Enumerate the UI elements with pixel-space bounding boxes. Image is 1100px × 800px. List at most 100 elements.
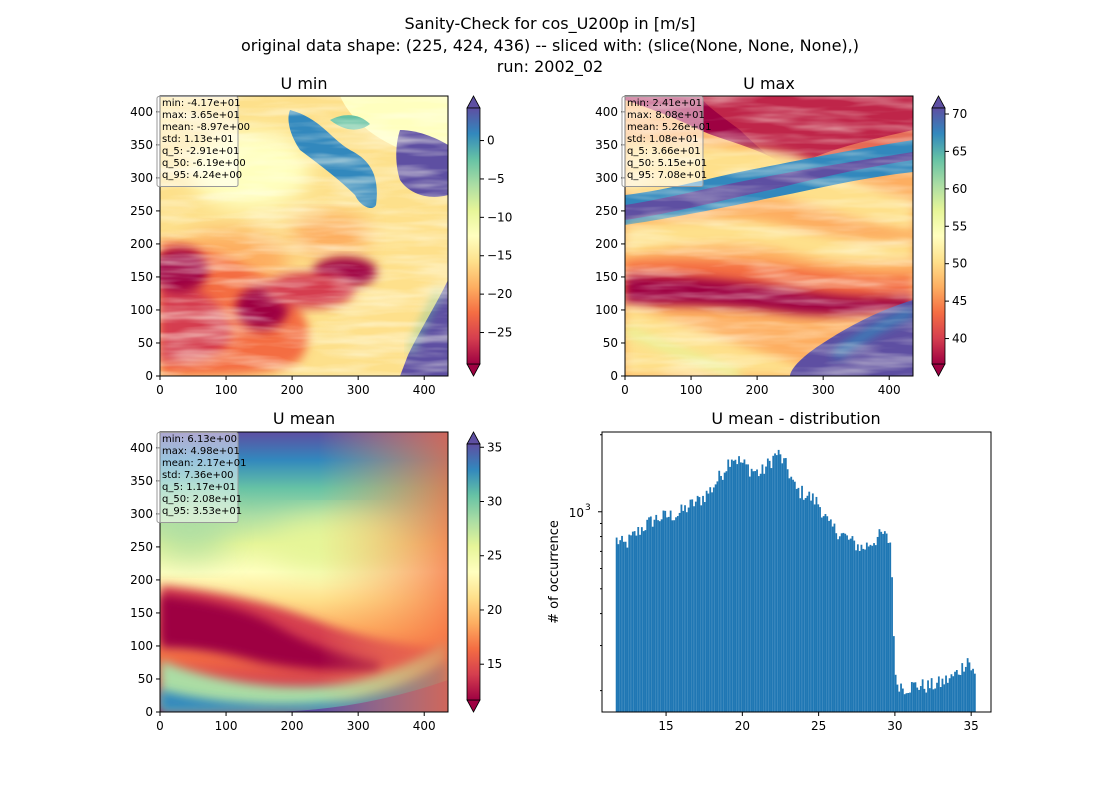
y-tick-label: 200 [130,237,153,251]
histogram-bar [959,674,962,712]
histogram-axes-frame [601,431,992,713]
y-tick-label: 200 [595,237,618,251]
histogram-bar [693,506,695,712]
colorbar-tick-label: 20 [487,603,502,617]
y-tick-label: 350 [130,138,153,152]
histogram-bar [941,678,944,712]
histogram-bar [741,462,744,712]
histogram-bar [761,464,764,712]
colorbar-gradient [931,107,946,365]
histogram-bar [685,512,688,712]
histogram-bar [712,487,715,712]
x-tick-label: 400 [413,383,436,397]
u-mean-title: U mean [273,409,335,428]
x-tick-label: 20 [735,719,750,733]
y-tick-label: 100 [130,639,153,653]
histogram-bar [662,510,665,712]
histogram-bar [747,464,749,712]
histogram-bar [694,501,697,712]
y-tick-label: 100 [595,303,618,317]
stats-line: max: 3.65e+01 [162,110,240,121]
histogram-bar [707,493,710,712]
histogram-bar [624,541,627,712]
y-tick-label: 250 [130,204,153,218]
histogram-bar [883,531,886,712]
histogram-bar [835,533,838,712]
histogram-bar [680,504,683,712]
colorbar-tick-label: 35 [487,440,502,454]
colorbar-gradient [466,443,481,701]
stats-box-background [156,96,239,187]
histogram-bar [894,674,897,712]
histogram-bar [770,468,773,712]
stats-line: mean: 5.26e+01 [627,122,711,133]
histogram-bar [867,546,870,712]
histogram-bar [734,459,737,712]
colorbar-tick-label: −20 [487,287,512,301]
stats-line: max: 8.08e+01 [627,110,705,121]
histogram-bar [795,488,798,712]
x-tick-label: 0 [621,383,629,397]
panel-u-mean-distribution: U mean - distribution 15 20 25 30 35 10 3 # of… [547,409,992,733]
histogram-bar [862,548,865,712]
histogram-bar [748,476,751,712]
x-tick-label: 15 [658,719,673,733]
histogram-bar [745,464,748,712]
histogram-bar [860,544,863,712]
histogram-bar [646,519,649,712]
histogram-bar [676,516,679,712]
histogram-bar [912,682,915,712]
y-tick-label: 200 [130,573,153,587]
histogram-bar [698,497,701,712]
y-tick-label: 50 [138,672,153,686]
histogram-bar [703,502,706,712]
histogram-bar [838,536,841,712]
histogram-bar [729,466,731,712]
stats-line: q_95: 3.53e+01 [162,506,242,517]
histogram-bar [970,670,973,712]
histogram-bar [649,516,652,712]
histogram-bar [869,544,872,712]
colorbar-extend-bottom [931,363,946,377]
y-tick-label-base: 10 [569,506,584,520]
histogram-bar [824,514,827,712]
stats-line: q_95: 4.24e+00 [162,170,242,181]
histogram-ylabel: # of occurrence [547,520,562,624]
histogram-bar [853,540,856,712]
histogram-bar [968,662,971,712]
histogram-bar [631,531,634,712]
stats-line: std: 1.13e+01 [162,134,234,145]
histogram-bar [671,520,674,712]
colorbar-tick-label: −25 [487,326,512,340]
histogram-bar [826,516,829,712]
histogram-bar [952,676,955,712]
histogram-bar [739,462,742,712]
stats-box-background [156,432,239,523]
stats-line: mean: -8.97e+00 [162,122,250,133]
y-tick-label: 350 [130,474,153,488]
histogram-bar [766,458,769,712]
histogram-bar [905,693,908,712]
x-tick-label: 200 [746,383,769,397]
x-tick-label: 0 [156,719,164,733]
histogram-bar [945,675,947,712]
x-tick-label: 200 [281,719,304,733]
histogram-bar [730,459,733,712]
y-tick-label: 0 [610,369,618,383]
histogram-bar [711,492,713,712]
x-tick-label: 30 [887,719,902,733]
colorbar-tick-label: −5 [487,172,505,186]
histogram-bar [768,460,771,712]
histogram-bar [932,689,935,712]
histogram-bar [887,542,890,712]
histogram-bar [779,454,782,712]
histogram-bar [840,533,843,712]
histogram-bar [757,476,760,712]
histogram-bar [784,458,787,712]
stats-line: mean: 2.17e+01 [162,458,246,469]
colorbar-tick-label: 55 [952,219,967,233]
histogram-bar [639,534,641,712]
colorbar-tick-label: 45 [952,294,967,308]
